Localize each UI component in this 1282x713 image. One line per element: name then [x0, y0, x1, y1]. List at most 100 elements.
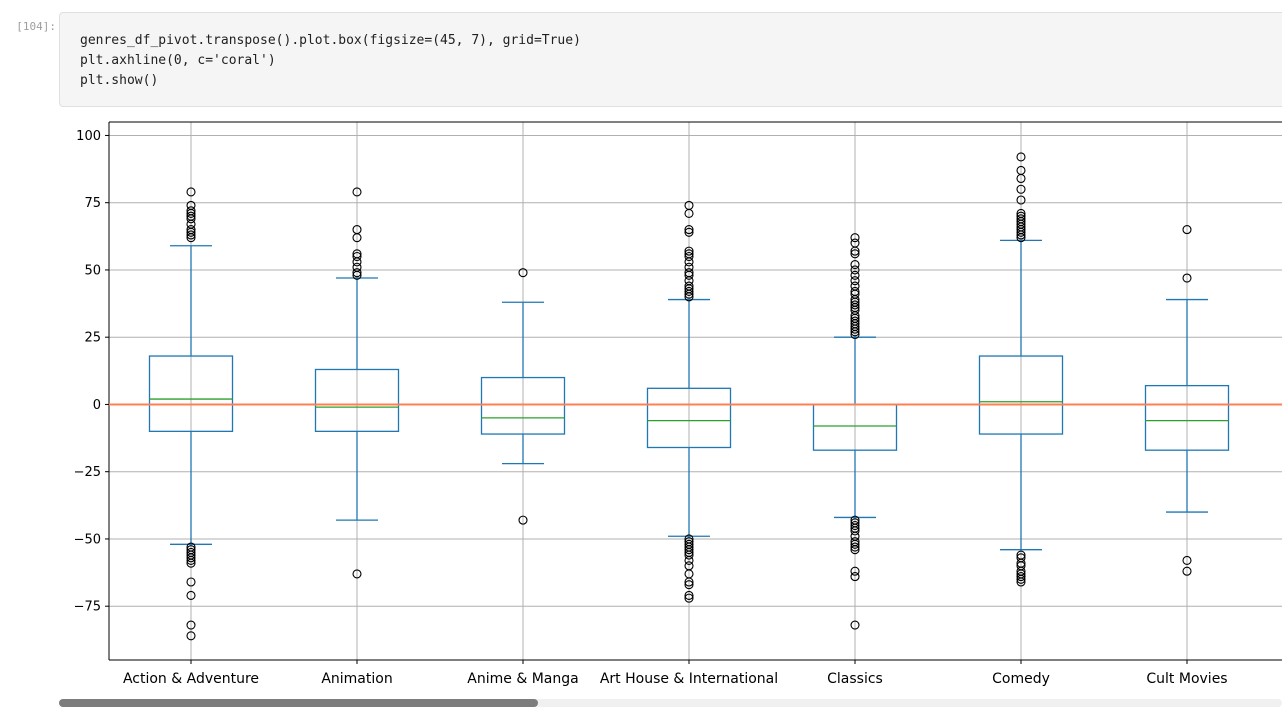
outlier-point — [684, 270, 694, 280]
outlier-point — [1182, 555, 1192, 566]
outlier-point — [850, 300, 860, 310]
outlier-point — [684, 257, 694, 267]
outlier-point — [850, 276, 860, 286]
outlier-point — [850, 542, 860, 552]
outlier-point — [352, 270, 362, 280]
outlier-point — [1016, 572, 1026, 582]
outlier-point — [684, 289, 694, 299]
y-tick-label: −75 — [74, 600, 101, 615]
outlier-point — [1016, 184, 1026, 194]
iqr-box — [480, 376, 566, 435]
outlier-point — [850, 572, 860, 582]
x-tick-label: Anime & Manga — [467, 671, 578, 687]
outlier-point — [352, 257, 362, 267]
box-group-5 — [978, 152, 1064, 587]
outlier-point — [352, 251, 362, 262]
outlier-point — [352, 569, 362, 579]
y-tick-label: 25 — [84, 331, 101, 346]
outlier-point — [186, 208, 196, 219]
outlier-point — [1182, 273, 1192, 283]
outlier-point — [850, 246, 860, 256]
outlier-point — [186, 227, 196, 237]
y-tick-label: 100 — [76, 129, 101, 144]
outlier-point — [352, 187, 362, 197]
outlier-point — [1182, 566, 1192, 576]
outlier-point — [186, 233, 196, 243]
outlier-point — [850, 539, 860, 549]
outlier-point — [684, 545, 694, 555]
outlier-point — [186, 187, 196, 197]
outlier-point — [850, 265, 860, 275]
box-group-0 — [148, 187, 234, 641]
box-group-2 — [480, 268, 566, 525]
outlier-point — [850, 327, 860, 337]
iqr-box — [978, 355, 1064, 435]
outlier-point — [186, 214, 196, 224]
code-line: plt.show() — [80, 73, 159, 88]
outlier-point — [1016, 152, 1026, 162]
y-tick-label: −50 — [74, 532, 101, 547]
outlier-point — [684, 251, 694, 262]
outlier-point — [850, 566, 860, 576]
outlier-point — [850, 324, 860, 334]
outlier-point — [352, 233, 362, 243]
box-group-1 — [314, 187, 400, 579]
x-tick-label: Cult Movies — [1146, 671, 1227, 687]
outlier-point — [1016, 227, 1026, 237]
y-tick-label: −25 — [74, 465, 101, 480]
x-tick-label: Classics — [827, 671, 883, 687]
y-tick-label: 0 — [93, 398, 101, 413]
code-line: genres_df_pivot.transpose().plot.box(fig… — [80, 33, 581, 48]
outlier-point — [684, 577, 694, 587]
outlier-point — [850, 249, 860, 259]
outlier-point — [684, 227, 694, 237]
outlier-point — [186, 631, 196, 641]
outlier-point — [186, 590, 196, 600]
code-block[interactable]: genres_df_pivot.transpose().plot.box(fig… — [80, 31, 581, 91]
x-tick-label: Comedy — [992, 671, 1050, 687]
outlier-point — [850, 329, 860, 340]
outlier-point — [186, 553, 196, 563]
outlier-point — [518, 268, 528, 278]
outlier-point — [850, 270, 860, 280]
outlier-point — [1016, 577, 1026, 587]
y-tick-label: 50 — [84, 263, 101, 278]
code-cell[interactable]: genres_df_pivot.transpose().plot.box(fig… — [59, 12, 1282, 107]
outlier-point — [186, 230, 196, 240]
outlier-point — [850, 260, 860, 270]
outlier-point — [518, 515, 528, 525]
outlier-point — [684, 225, 694, 235]
outlier-point — [1016, 195, 1026, 205]
outlier-point — [186, 577, 196, 587]
y-tick-label: 75 — [84, 196, 101, 211]
iqr-box — [314, 368, 400, 433]
box-group-4 — [812, 233, 898, 630]
iqr-box — [148, 355, 234, 432]
box-plot-chart: 100 75 50 25 0 −25 −50 −75 Action & Adventure Ani… — [74, 121, 1282, 687]
iqr-box — [646, 387, 732, 449]
outlier-point — [684, 208, 694, 219]
outlier-point — [684, 550, 694, 560]
box-group-3 — [646, 200, 732, 603]
outlier-point — [1016, 230, 1026, 240]
outlier-point — [186, 555, 196, 566]
outlier-point — [684, 590, 694, 600]
outlier-point — [1016, 574, 1026, 584]
outlier-point — [1182, 225, 1192, 235]
horizontal-scrollbar[interactable] — [59, 699, 1282, 707]
outlier-point — [1016, 173, 1026, 184]
outlier-point — [684, 580, 694, 590]
outlier-point — [684, 292, 694, 302]
outlier-point — [684, 246, 694, 256]
iqr-box — [1144, 384, 1230, 451]
x-tick-label: Art House & International — [600, 671, 778, 687]
outlier-point — [186, 558, 196, 568]
box-group-6 — [1144, 225, 1230, 576]
outlier-point — [352, 268, 362, 278]
outlier-point — [684, 593, 694, 603]
scrollbar-thumb[interactable] — [59, 699, 538, 707]
outlier-point — [186, 620, 196, 630]
outlier-point — [850, 545, 860, 555]
outlier-point — [850, 620, 860, 630]
outlier-point — [1016, 233, 1026, 243]
